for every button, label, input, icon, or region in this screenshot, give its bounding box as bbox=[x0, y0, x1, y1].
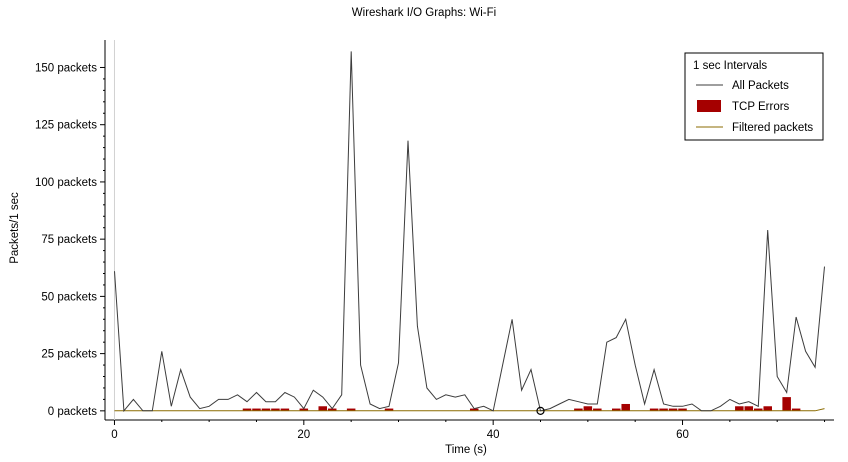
tcp-errors-bar bbox=[735, 406, 744, 411]
tcp-errors-bar bbox=[299, 408, 309, 411]
tcp-errors-bar bbox=[611, 408, 621, 411]
tcp-errors-bar bbox=[649, 408, 659, 411]
tcp-errors-bar bbox=[753, 408, 763, 411]
tcp-errors-bar bbox=[593, 408, 602, 411]
filtered-packets-line bbox=[114, 408, 825, 412]
x-tick-label: 40 bbox=[487, 429, 500, 441]
legend-swatch-tcp-errors bbox=[697, 100, 721, 112]
tcp-errors-bar bbox=[384, 408, 394, 411]
legend[interactable]: 1 sec Intervals All Packets TCP Errors F… bbox=[684, 52, 824, 141]
tcp-errors-bar bbox=[744, 406, 754, 411]
y-tick-label: 50 packets bbox=[41, 291, 97, 303]
tcp-errors-bars bbox=[242, 397, 801, 411]
y-axis-label: Packets/1 sec bbox=[9, 192, 21, 264]
y-tick-label: 25 packets bbox=[41, 349, 97, 361]
tcp-errors-bar bbox=[574, 408, 583, 411]
legend-title: 1 sec Intervals bbox=[693, 60, 767, 72]
x-tick-label: 0 bbox=[111, 429, 117, 441]
legend-box bbox=[684, 52, 824, 141]
y-tick-label: 125 packets bbox=[35, 120, 97, 132]
cursor-markers bbox=[536, 406, 545, 415]
all-packets-line bbox=[114, 51, 825, 413]
y-axis: 0 packets 25 packets 50 packets 75 packets 1… bbox=[35, 62, 105, 418]
tcp-errors-bar bbox=[261, 408, 271, 411]
tcp-errors-bar bbox=[346, 408, 356, 411]
tcp-errors-bar bbox=[280, 408, 290, 411]
packet-marker bbox=[536, 406, 545, 415]
tcp-errors-bar bbox=[583, 406, 593, 411]
tcp-errors-bar bbox=[327, 408, 337, 411]
legend-entry-all-packets: All Packets bbox=[732, 80, 789, 92]
y-tick-label: 75 packets bbox=[41, 234, 97, 246]
tcp-errors-bar bbox=[242, 408, 252, 411]
tcp-errors-bar bbox=[469, 408, 479, 411]
plot-area bbox=[104, 40, 834, 421]
x-axis-label: Time (s) bbox=[445, 444, 487, 456]
y-tick-label: 100 packets bbox=[35, 177, 97, 189]
tcp-errors-bar bbox=[621, 403, 630, 411]
tcp-errors-bar bbox=[678, 408, 687, 411]
tcp-errors-bar bbox=[659, 408, 668, 411]
tcp-errors-bar bbox=[668, 408, 678, 411]
tcp-errors-bar bbox=[763, 406, 772, 411]
chart-title: Wireshark I/O Graphs: Wi-Fi bbox=[352, 7, 496, 19]
series-lines bbox=[114, 51, 825, 413]
tcp-errors-bar bbox=[791, 408, 801, 411]
x-tick-label: 20 bbox=[297, 429, 310, 441]
x-axis: 0 20 40 60 bbox=[111, 420, 826, 441]
tcp-errors-bar bbox=[782, 397, 791, 411]
tcp-errors-bar bbox=[318, 406, 328, 411]
tcp-errors-bar bbox=[252, 408, 261, 411]
y-tick-label: 150 packets bbox=[35, 62, 97, 74]
legend-entry-tcp-errors: TCP Errors bbox=[732, 101, 790, 113]
y-tick-label: 0 packets bbox=[48, 406, 97, 418]
legend-entry-filtered-packets: Filtered packets bbox=[732, 122, 813, 134]
tcp-errors-bar bbox=[271, 408, 280, 411]
x-tick-label: 60 bbox=[676, 429, 689, 441]
